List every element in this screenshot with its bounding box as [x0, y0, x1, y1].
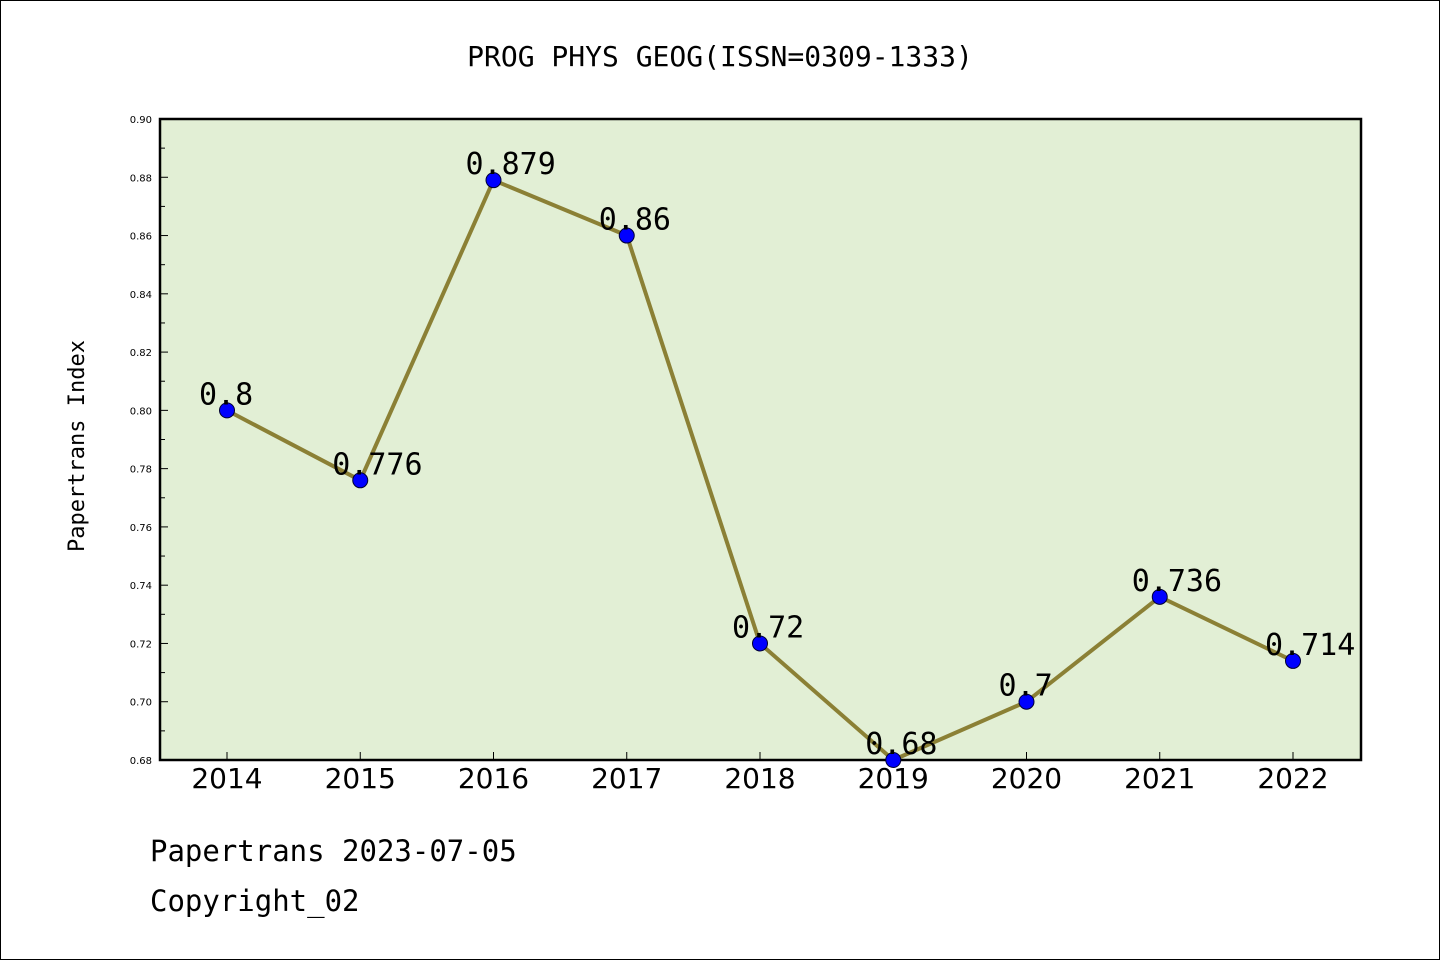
series-markers: [219, 172, 1301, 768]
data-point: [885, 752, 902, 768]
y-axis-ticks: 0.68 0.70 0.72 0.74 0.76 0.78 0.80 0.82 0.84 0.86…: [130, 115, 168, 767]
data-label: 0.8: [199, 377, 253, 412]
x-tick-label: 2017: [591, 762, 662, 795]
data-point: [1018, 693, 1035, 710]
data-label: 0.736: [1132, 564, 1222, 599]
footer-copyright: Copyright_02: [150, 884, 360, 918]
data-label: 0.7: [999, 669, 1053, 704]
y-tick-label: 0.74: [130, 581, 152, 592]
x-tick-label: 2018: [724, 762, 795, 795]
x-tick-label: 2014: [191, 762, 262, 795]
y-tick-label: 0.68: [130, 756, 152, 767]
y-tick-label: 0.84: [130, 290, 152, 301]
y-tick-label: 0.72: [130, 639, 152, 650]
y-tick-label: 0.82: [130, 348, 152, 359]
data-point: [352, 472, 369, 489]
y-tick-label: 0.88: [130, 173, 152, 184]
data-labels: 0.8 0.776 0.879 0.86 0.72 0.68 0.7 0.736 0.714: [199, 147, 1355, 762]
x-tick-label: 2016: [458, 762, 529, 795]
y-tick-label: 0.76: [130, 523, 152, 534]
data-label: 0.86: [599, 203, 671, 238]
x-tick-label: 2021: [1124, 762, 1195, 795]
y-tick-label: 0.78: [130, 465, 152, 476]
y-axis-label: Papertrans Index: [65, 340, 90, 552]
data-label: 0.68: [865, 727, 937, 762]
footer-date: Papertrans 2023-07-05: [150, 834, 517, 868]
data-point: [219, 402, 235, 419]
data-point: [752, 635, 768, 652]
y-tick-label: 0.70: [130, 698, 152, 709]
data-label: 0.72: [732, 610, 804, 645]
y-tick-label: 0.90: [130, 115, 152, 126]
x-tick-label: 2020: [991, 762, 1062, 795]
data-point: [618, 227, 635, 244]
data-label: 0.776: [332, 447, 422, 482]
data-point: [1151, 588, 1168, 605]
data-label: 0.714: [1265, 628, 1355, 663]
data-label: 0.879: [466, 147, 556, 182]
x-tick-label: 2022: [1257, 762, 1328, 795]
chart-title: PROG PHYS GEOG(ISSN=0309-1333): [467, 40, 973, 73]
plot-area: [158, 117, 1363, 762]
x-axis-ticks: 2014 2015 2016 2017 2018 2019 2020 2021 2022: [191, 752, 1329, 795]
x-tick-label: 2015: [325, 762, 396, 795]
data-point: [1285, 652, 1301, 669]
data-point: [485, 172, 502, 189]
y-tick-label: 0.80: [130, 406, 152, 417]
y-tick-label: 0.86: [130, 232, 152, 243]
